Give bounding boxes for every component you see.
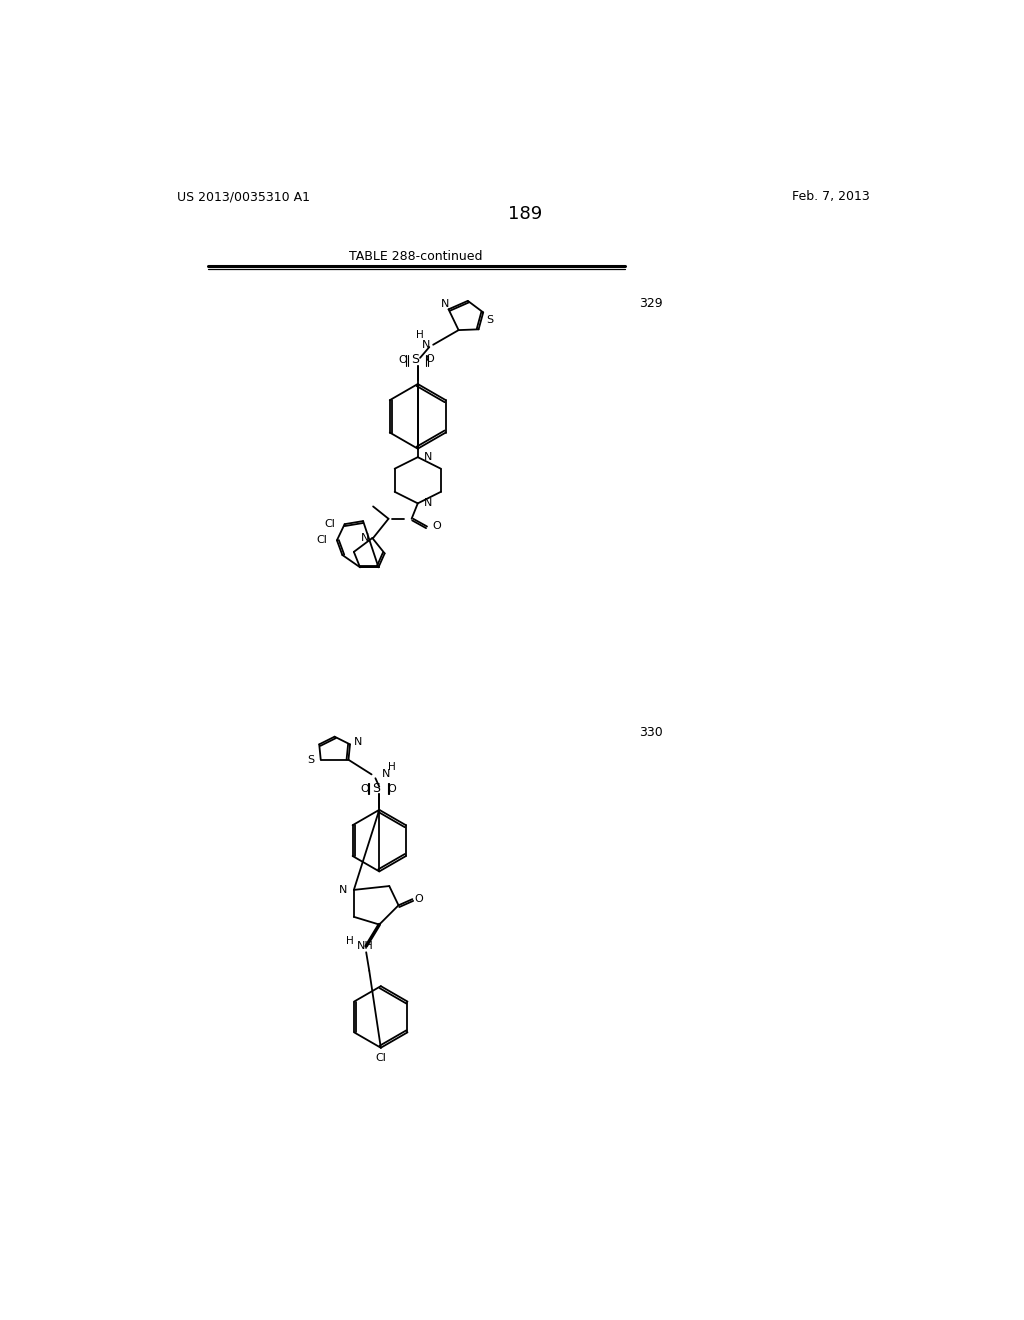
- Text: N: N: [424, 499, 432, 508]
- Text: O: O: [433, 521, 441, 532]
- Text: S: S: [372, 781, 380, 795]
- Text: H: H: [346, 936, 354, 946]
- Text: 189: 189: [508, 205, 542, 223]
- Text: N: N: [382, 770, 390, 779]
- Text: Cl: Cl: [376, 1053, 386, 1063]
- Text: Feb. 7, 2013: Feb. 7, 2013: [792, 190, 869, 203]
- Text: H: H: [416, 330, 424, 341]
- Text: Cl: Cl: [316, 536, 328, 545]
- Text: N: N: [360, 533, 370, 543]
- Text: O: O: [360, 784, 369, 795]
- Text: Cl: Cl: [325, 519, 336, 529]
- Text: O: O: [387, 784, 396, 795]
- Text: 330: 330: [639, 726, 663, 739]
- Text: N: N: [440, 298, 449, 309]
- Text: O: O: [426, 354, 434, 364]
- Text: N: N: [424, 453, 432, 462]
- Text: S: S: [411, 352, 419, 366]
- Text: US 2013/0035310 A1: US 2013/0035310 A1: [177, 190, 309, 203]
- Text: NH: NH: [357, 941, 374, 952]
- Text: TABLE 288-continued: TABLE 288-continued: [349, 251, 482, 264]
- Text: N: N: [354, 737, 362, 747]
- Text: H: H: [388, 762, 396, 772]
- Text: O: O: [414, 894, 423, 904]
- Text: O: O: [398, 355, 408, 366]
- Text: N: N: [339, 884, 348, 895]
- Text: 329: 329: [639, 297, 663, 310]
- Text: S: S: [485, 315, 493, 325]
- Text: N: N: [422, 339, 430, 350]
- Text: S: S: [307, 755, 314, 764]
